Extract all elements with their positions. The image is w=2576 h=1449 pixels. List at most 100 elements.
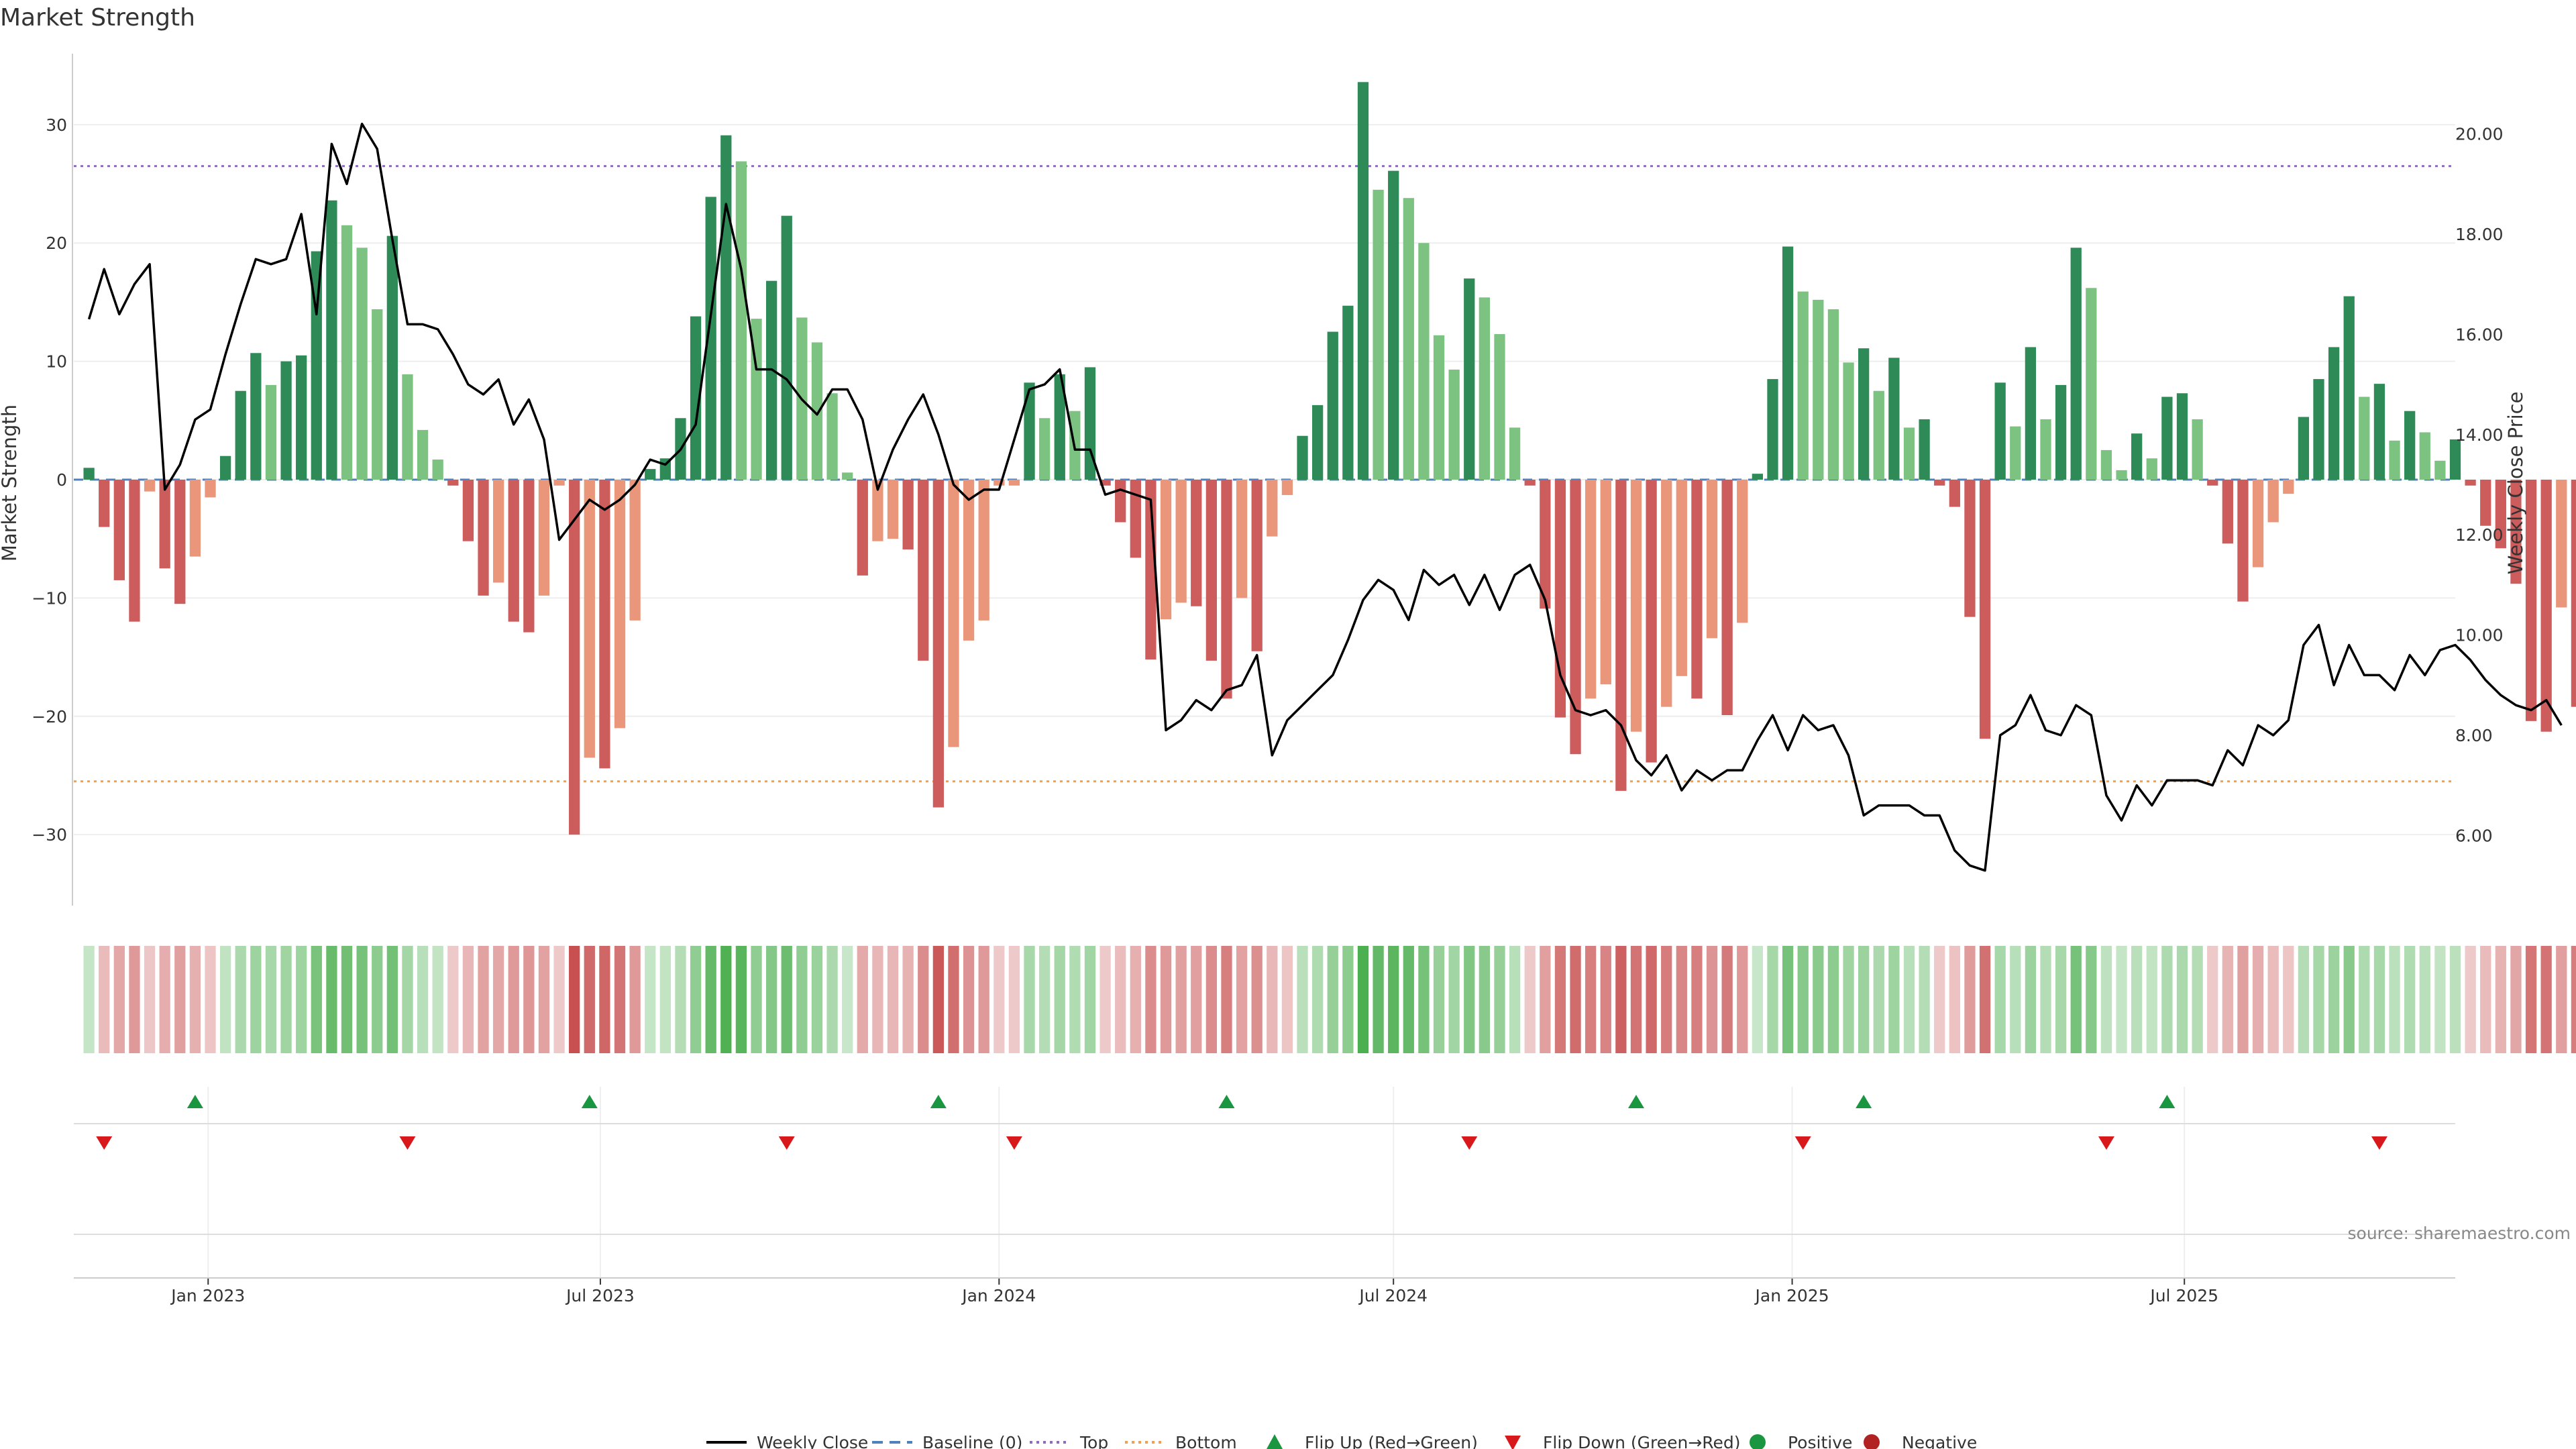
heat-cell	[872, 946, 883, 1053]
strength-bar	[599, 480, 610, 769]
legend-flip-down-icon	[1505, 1436, 1521, 1449]
heat-cell	[280, 946, 292, 1053]
heat-cell	[584, 946, 595, 1053]
heat-cell	[2025, 946, 2037, 1053]
strength-bar	[2343, 296, 2355, 480]
strength-bar	[1403, 198, 1414, 480]
strength-bar	[417, 429, 429, 480]
strength-bar	[2419, 432, 2430, 480]
heat-cell	[765, 946, 777, 1053]
y-left-tick-label: −20	[32, 707, 67, 727]
strength-bar	[1327, 331, 1338, 480]
heat-cell	[1373, 946, 1384, 1053]
heat-cell	[372, 946, 383, 1053]
heat-cell	[2267, 946, 2279, 1053]
strength-bar	[2359, 396, 2370, 480]
strength-bar	[1054, 374, 1065, 480]
heat-cell	[2480, 946, 2491, 1053]
strength-bar	[356, 248, 368, 480]
strength-bar	[1221, 480, 1232, 699]
flip-up-marker	[2159, 1095, 2176, 1108]
heat-cell	[326, 946, 337, 1053]
strength-bar	[932, 480, 944, 808]
heat-cell	[2373, 946, 2385, 1053]
strength-bar	[826, 393, 838, 480]
strength-bar	[1676, 480, 1687, 676]
heat-cell	[1570, 946, 1581, 1053]
heat-cell	[478, 946, 489, 1053]
strength-bar	[887, 480, 899, 539]
legend-flip-up-icon	[1267, 1434, 1283, 1449]
heat-cell	[2465, 946, 2476, 1053]
flip-up-marker	[1856, 1095, 1872, 1108]
strength-bar	[1388, 170, 1399, 480]
y-left-tick-label: 20	[46, 233, 67, 253]
heat-cell	[720, 946, 732, 1053]
strength-bar	[2495, 480, 2506, 549]
strength-bar	[1706, 480, 1718, 639]
strength-bar	[1813, 299, 1824, 480]
strength-bar	[462, 480, 474, 541]
axes: −30 −20 −10 0 10 20 30 6.00 8.00 10.00 12.00 14.00 1…	[32, 54, 2504, 1305]
strength-bar	[372, 309, 383, 480]
strength-bar	[2571, 480, 2576, 707]
y-left-tick-label: 30	[46, 115, 67, 135]
heat-cell	[205, 946, 216, 1053]
strength-bar	[720, 135, 732, 480]
heat-cell	[1342, 946, 1354, 1053]
x-tick-label: Jan 2024	[961, 1286, 1036, 1305]
strength-bar	[2556, 480, 2567, 608]
strength-bar	[174, 480, 186, 604]
strength-bar	[2252, 480, 2264, 568]
heat-cell	[1494, 946, 1505, 1053]
heat-cell	[1827, 946, 1839, 1053]
strength-bar	[1570, 480, 1581, 755]
strength-bar	[159, 480, 170, 569]
heat-cell	[690, 946, 702, 1053]
strength-bar	[1661, 480, 1672, 707]
y-left-tick-label: 0	[56, 470, 67, 490]
heat-cell	[553, 946, 565, 1053]
strength-bar	[341, 225, 353, 480]
heat-cell	[599, 946, 610, 1053]
strength-bar	[1979, 480, 1991, 739]
heat-cell	[1994, 946, 2006, 1053]
heat-cell	[1205, 946, 1217, 1053]
strength-bar	[1797, 291, 1809, 480]
strength-bar	[2010, 426, 2021, 480]
strength-bar	[2540, 480, 2552, 732]
strength-bar	[2313, 379, 2324, 480]
heat-cell	[1069, 946, 1081, 1053]
strength-bar	[1888, 358, 1900, 480]
heat-cell	[2040, 946, 2051, 1053]
heat-cell	[219, 946, 231, 1053]
heat-cell	[1554, 946, 1566, 1053]
strength-bar	[645, 469, 656, 480]
strength-bar	[2176, 393, 2188, 480]
heat-cell	[83, 946, 95, 1053]
heat-cell	[1706, 946, 1718, 1053]
heat-cell	[1251, 946, 1263, 1053]
heat-cell	[356, 946, 368, 1053]
strength-bar	[144, 480, 156, 492]
heat-cell	[447, 946, 459, 1053]
heat-cell	[174, 946, 186, 1053]
strength-bar	[2116, 470, 2127, 480]
heat-cell	[296, 946, 307, 1053]
heat-cell	[887, 946, 899, 1053]
strength-bar	[1312, 405, 1324, 480]
strength-bar	[265, 384, 277, 480]
strength-bar	[2267, 480, 2279, 523]
strength-bar	[189, 480, 201, 557]
y-right-tick-label: 6.00	[2455, 826, 2493, 845]
strength-bar	[1418, 243, 1430, 480]
heat-cell	[250, 946, 262, 1053]
strength-bar	[2434, 460, 2446, 480]
strength-bar	[872, 480, 883, 541]
heat-cell	[144, 946, 156, 1053]
heat-cell	[1813, 946, 1824, 1053]
strength-bar	[2298, 417, 2310, 480]
strength-bar	[2373, 384, 2385, 480]
heat-cell	[2176, 946, 2188, 1053]
flip-up-marker	[186, 1095, 203, 1108]
